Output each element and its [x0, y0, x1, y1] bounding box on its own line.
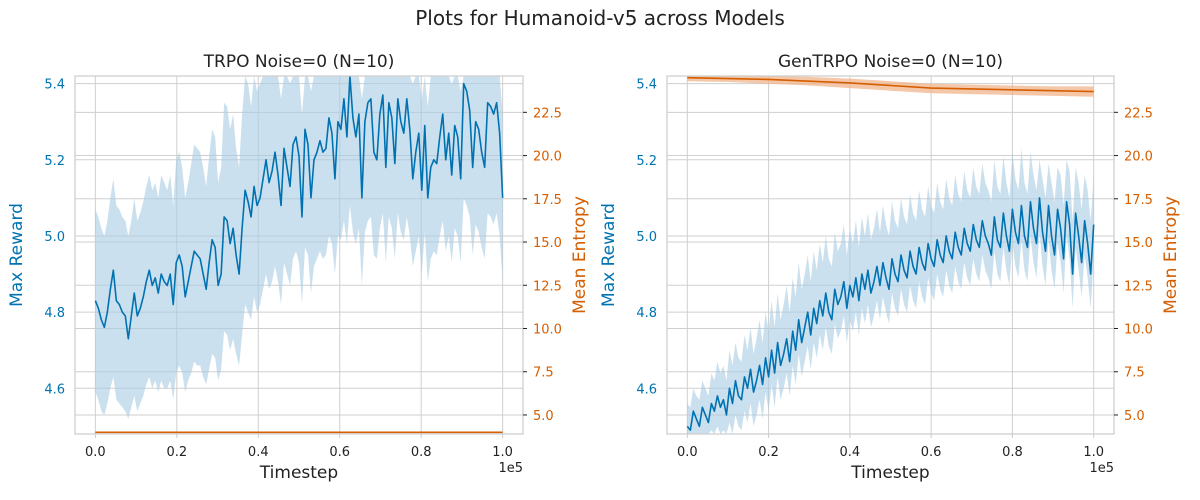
x-tick-label: 0.4: [840, 445, 861, 460]
x-tick-label: 0.0: [85, 445, 106, 460]
reward-band: [95, 76, 503, 419]
y2-tick-label: 15.0: [533, 236, 562, 251]
y-tick-label: 5.2: [636, 154, 657, 169]
y2-tick-label: 17.5: [1124, 193, 1153, 208]
y-axis-label: Max Reward: [7, 203, 27, 307]
y2-tick-label: 22.5: [533, 106, 562, 121]
entropy-band: [687, 76, 1094, 97]
y2-tick-label: 5.0: [533, 409, 554, 424]
x-tick-label: 1.0: [1083, 445, 1104, 460]
y-tick-label: 5.2: [44, 154, 65, 169]
x-tick-label: 0.4: [248, 445, 269, 460]
reward-band: [687, 148, 1094, 434]
y2-axis-label: Mean Entropy: [570, 196, 590, 314]
y-tick-label: 4.8: [44, 306, 65, 321]
x-tick-label: 0.8: [1002, 445, 1023, 460]
x-tick-label: 0.2: [166, 445, 187, 460]
y2-tick-label: 10.0: [1124, 323, 1153, 338]
x-tick-label: 0.8: [411, 445, 432, 460]
x-scale-note: 1e5: [498, 461, 523, 476]
plot-frame: [74, 75, 524, 435]
y-tick-label: 5.0: [636, 230, 657, 245]
y-tick-label: 4.6: [44, 382, 65, 397]
plot-frame: [666, 75, 1115, 435]
y2-tick-label: 12.5: [533, 279, 562, 294]
x-scale-note: 1e5: [1089, 461, 1114, 476]
y2-axis-label: Mean Entropy: [1161, 196, 1181, 314]
reward-line: [94, 76, 504, 340]
y2-tick-label: 17.5: [533, 193, 562, 208]
y2-tick-label: 12.5: [1124, 279, 1153, 294]
reward-line: [686, 197, 1095, 431]
y-tick-label: 4.8: [636, 306, 657, 321]
y2-tick-label: 7.5: [1124, 366, 1145, 381]
entropy-line: [687, 76, 1094, 93]
y2-tick-label: 10.0: [533, 323, 562, 338]
x-axis-label: Timestep: [850, 463, 929, 483]
y2-tick-label: 22.5: [1124, 106, 1153, 121]
x-tick-label: 0.6: [329, 445, 350, 460]
x-tick-label: 1.0: [492, 445, 513, 460]
x-tick-label: 0.6: [921, 445, 942, 460]
plot-area: [94, 76, 504, 434]
y-axis-label: Max Reward: [599, 203, 619, 307]
panel-title: GenTRPO Noise=0 (N=10): [778, 52, 1003, 72]
x-tick-label: 0.2: [758, 445, 779, 460]
x-axis-label: Timestep: [259, 463, 338, 483]
panel-title: TRPO Noise=0 (N=10): [203, 52, 395, 72]
y2-tick-label: 20.0: [1124, 150, 1153, 165]
panel-gentrpo: 0.0 0.2 0.4 0.6 0.8 1.0 4.6 4.8 5.0 5.2 5.4 5.0 7.5 1…: [599, 52, 1181, 483]
x-tick-label: 0.0: [677, 445, 698, 460]
y2-tick-label: 5.0: [1124, 409, 1145, 424]
panel-trpo: 0.0 0.2 0.4 0.6 0.8 1.0 4.6 4.8 5.0 5.2 5.4 5.0 7.5 1…: [7, 52, 590, 483]
y2-tick-label: 20.0: [533, 150, 562, 165]
y-tick-label: 4.6: [636, 382, 657, 397]
y-tick-label: 5.0: [44, 230, 65, 245]
y2-tick-label: 7.5: [533, 366, 554, 381]
plot-area: [686, 76, 1095, 434]
y2-tick-label: 15.0: [1124, 236, 1153, 251]
y-tick-label: 5.4: [44, 78, 65, 93]
figure-title: Plots for Humanoid-v5 across Models: [415, 6, 784, 30]
y-tick-label: 5.4: [636, 78, 657, 93]
